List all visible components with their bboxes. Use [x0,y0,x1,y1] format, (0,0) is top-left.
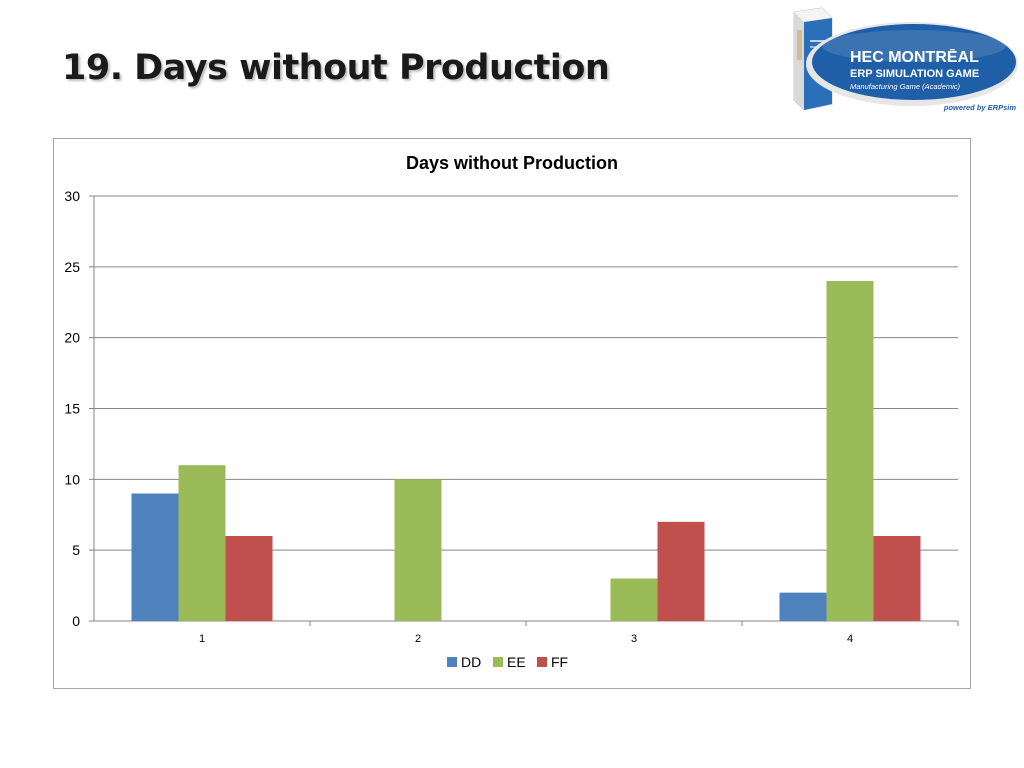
bar-ff-4 [873,536,921,621]
bar-ff-1 [225,536,273,621]
bar-dd-1 [131,493,179,621]
logo-line1: ERP SIMULATION GAME [850,68,979,80]
chart-frame: Days without Production 0 5 10 15 20 25 30 1 2 3 4… [53,138,971,689]
logo-brand: HEC MONTRĒAL [850,47,979,66]
legend: DD EE FF [447,654,568,670]
chart-title: Days without Production [406,153,618,173]
x-tick-label: 1 [199,633,205,645]
legend-label-dd: DD [461,654,481,670]
bars [131,281,921,621]
logo-line2: Manufacturing Game (Academic) [850,82,961,91]
y-tick-label: 0 [72,613,80,629]
legend-label-ee: EE [507,654,526,670]
y-tick-label: 10 [64,471,80,487]
legend-swatch-dd [447,657,457,667]
x-tick-label: 2 [415,633,421,645]
legend-swatch-ff [537,657,547,667]
logo-powered: powered by ERPsim [943,103,1016,112]
bar-ee-1 [178,465,226,621]
bar-ee-4 [826,281,874,621]
bar-ee-3 [610,578,658,621]
x-tick-label: 4 [847,633,853,645]
y-tick-label: 5 [72,542,80,558]
y-tick-label: 25 [64,259,80,275]
y-tick-label: 30 [64,188,80,204]
x-tick-label: 3 [631,633,637,645]
y-tick-label: 15 [64,401,80,417]
bar-dd-4 [779,592,827,621]
bar-ee-2 [394,479,442,621]
bar-chart: Days without Production 0 5 10 15 20 25 30 1 2 3 4… [64,153,959,670]
logo-badge [812,24,1016,100]
y-tick-label: 20 [64,330,80,346]
slide-title: 19. Days without Production [62,48,610,88]
legend-label-ff: FF [551,654,568,670]
bar-ff-3 [657,521,705,621]
hec-erpsim-logo: HEC MONTRĒAL ERP SIMULATION GAME Manufac… [793,7,1018,112]
legend-swatch-ee [493,657,503,667]
